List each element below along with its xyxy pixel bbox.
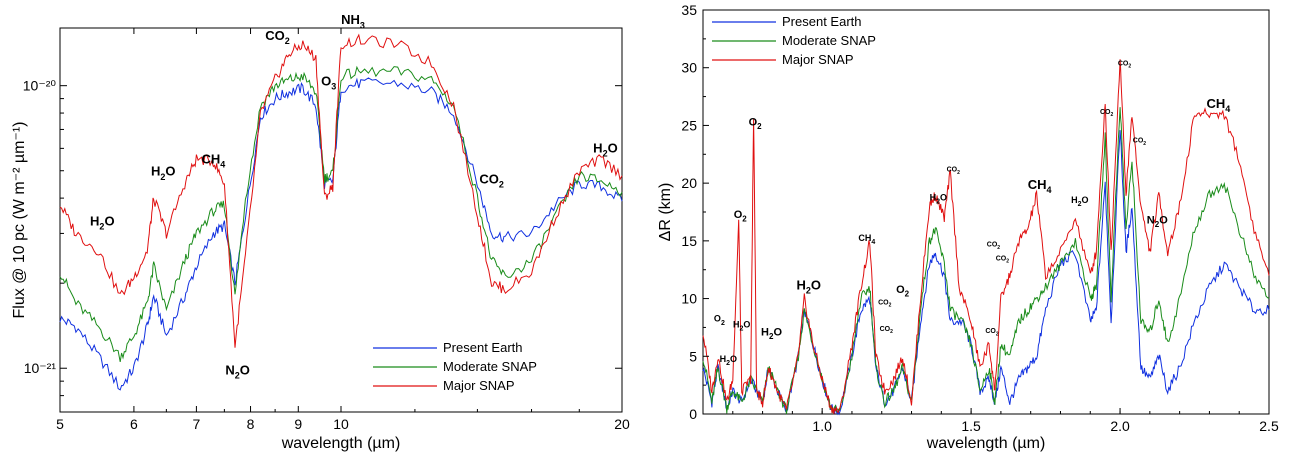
height-label-0: O2 xyxy=(714,314,725,327)
flux-label-2: CH4 xyxy=(202,152,226,170)
flux-y-axis-label: Flux @ 10 pc (W m⁻² µm⁻¹) xyxy=(11,121,28,318)
height-y-tick-label: 0 xyxy=(689,406,697,422)
height-label-5: H2O xyxy=(761,327,782,342)
flux-legend: Present Earth Moderate SNAP Major SNAP xyxy=(373,340,537,393)
height-molecule-labels: O2 H2O H2O O2 O2 H2O H2O CH4 CO2 CO2 O2 H2O CO2 CO2 CO… xyxy=(714,60,1230,367)
height-axis-ticks: 1.0 1.5 2.0 2.5 0 5 10 15 20 25 30 35 xyxy=(681,2,1279,434)
height-label-11: H2O xyxy=(930,192,947,205)
height-series-group xyxy=(702,59,1270,416)
height-label-17: H2O xyxy=(1071,195,1088,208)
height-y-tick-label: 10 xyxy=(681,291,697,307)
height-x-tick-label: 2.0 xyxy=(1110,418,1130,434)
flux-label-8: H2O xyxy=(593,141,618,159)
height-label-1: H2O xyxy=(720,354,737,367)
height-label-2: H2O xyxy=(733,319,750,332)
height-x-axis-label: wavelength (µm) xyxy=(926,435,1046,452)
flux-x-tick-label: 5 xyxy=(56,416,64,432)
flux-label-6: NH3 xyxy=(341,12,365,30)
height-x-tick-label: 1.5 xyxy=(961,418,981,434)
flux-x-axis-label: wavelength (µm) xyxy=(281,435,401,452)
effective-height-chart: 1.0 1.5 2.0 2.5 0 5 10 15 20 25 30 35 O2 H2O H2O O2 O2 H… xyxy=(657,2,1279,452)
flux-x-tick-label: 8 xyxy=(247,416,255,432)
flux-x-tick-label: 10 xyxy=(333,416,349,432)
height-label-7: CH4 xyxy=(858,233,875,246)
flux-label-3: N2O xyxy=(225,363,250,381)
flux-spectrum-chart: 5 6 7 8 9 10 20 10⁻²⁰ 10⁻²¹ H2O H2O CH4 N2O CO2 O3 NH3… xyxy=(11,12,630,452)
height-label-13: CO2 xyxy=(985,328,999,337)
height-label-4: O2 xyxy=(749,116,763,131)
height-label-14: CO2 xyxy=(987,242,1001,251)
height-x-tick-label: 2.5 xyxy=(1259,418,1279,434)
height-label-22: CH4 xyxy=(1206,96,1230,114)
height-label-20: CO2 xyxy=(1133,138,1147,147)
height-label-16: CH4 xyxy=(1028,177,1052,195)
height-series-moderate-snap xyxy=(702,107,1270,415)
height-label-9: CO2 xyxy=(880,326,894,335)
flux-series-present-earth xyxy=(59,77,623,391)
flux-label-1: H2O xyxy=(151,164,176,182)
flux-molecule-labels: H2O H2O CH4 N2O CO2 O3 NH3 CO2 H2O xyxy=(90,12,618,380)
height-label-19: CO2 xyxy=(1118,60,1132,69)
flux-label-7: CO2 xyxy=(479,172,504,190)
flux-legend-label-major-snap: Major SNAP xyxy=(443,378,515,393)
flux-y-tick-label: 10⁻²¹ xyxy=(24,360,57,376)
flux-series-moderate-snap xyxy=(59,65,623,362)
height-legend-label-moderate-snap: Moderate SNAP xyxy=(782,33,876,48)
height-y-tick-label: 5 xyxy=(689,348,697,364)
flux-y-tick-label: 10⁻²⁰ xyxy=(23,78,57,94)
height-y-tick-label: 30 xyxy=(681,60,697,76)
height-label-15: CO2 xyxy=(996,255,1010,264)
height-y-tick-label: 25 xyxy=(681,117,697,133)
flux-label-4: CO2 xyxy=(265,28,290,46)
flux-label-5: O3 xyxy=(321,74,336,92)
height-y-tick-label: 15 xyxy=(681,233,697,249)
flux-x-tick-label: 7 xyxy=(193,416,201,432)
flux-x-tick-label: 6 xyxy=(130,416,138,432)
flux-x-tick-label: 20 xyxy=(614,416,630,432)
height-label-6: H2O xyxy=(796,277,821,295)
height-label-3: O2 xyxy=(734,209,748,224)
height-y-tick-label: 35 xyxy=(681,2,697,18)
flux-series-group xyxy=(59,33,623,391)
flux-legend-label-present-earth: Present Earth xyxy=(443,340,523,355)
flux-label-0: H2O xyxy=(90,213,115,231)
height-x-tick-label: 1.0 xyxy=(812,418,832,434)
flux-legend-label-moderate-snap: Moderate SNAP xyxy=(443,359,537,374)
height-y-tick-label: 20 xyxy=(681,175,697,191)
height-series-major-snap xyxy=(702,59,1270,415)
height-y-axis-label: ΔR (km) xyxy=(657,183,674,242)
height-label-10: O2 xyxy=(896,284,910,299)
height-label-12: CO2 xyxy=(947,167,961,176)
flux-series-major-snap xyxy=(59,33,623,348)
height-label-18: CO2 xyxy=(1100,109,1114,118)
height-legend-label-major-snap: Major SNAP xyxy=(782,52,854,67)
flux-axis-ticks: 5 6 7 8 9 10 20 10⁻²⁰ 10⁻²¹ xyxy=(23,28,630,432)
height-label-8: CO2 xyxy=(878,299,892,308)
flux-x-tick-label: 9 xyxy=(294,416,302,432)
height-label-21: N2O xyxy=(1147,215,1168,230)
height-legend-label-present-earth: Present Earth xyxy=(782,14,862,29)
height-legend: Present Earth Moderate SNAP Major SNAP xyxy=(712,14,876,67)
